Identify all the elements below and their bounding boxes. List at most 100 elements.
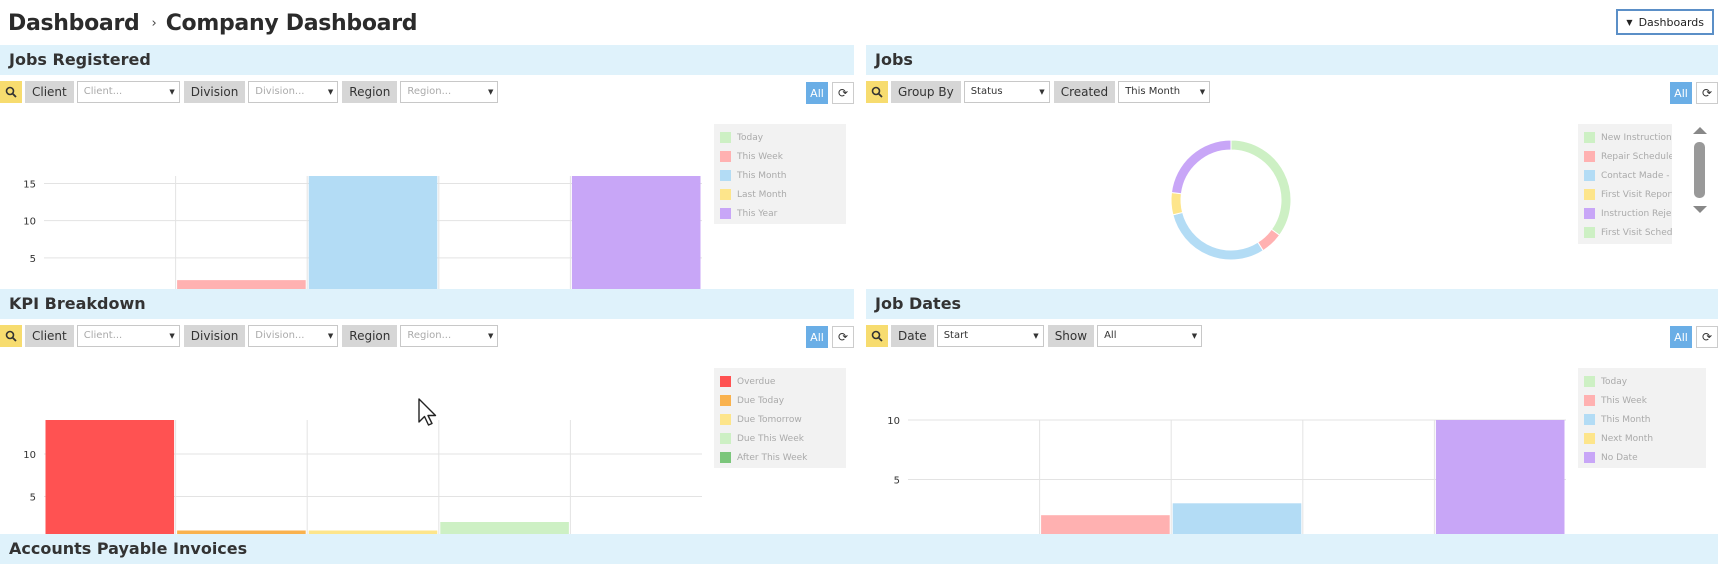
chart-legend: Today This Week This Month Next Month No Dat… — [1578, 368, 1706, 468]
jobs-registered-panel: Jobs Registered Client Client... Divisio… — [0, 45, 854, 316]
scroll-up-icon[interactable] — [1693, 127, 1707, 134]
y-tick-label: 5 — [30, 254, 36, 265]
scroll-down-icon[interactable] — [1693, 206, 1707, 213]
panel-title: Accounts Payable Invoices — [9, 539, 248, 558]
client-select[interactable]: Client... — [76, 81, 180, 103]
legend-item[interactable]: This Week — [1584, 391, 1706, 410]
legend-label: Contact Made - ... — [1601, 170, 1672, 181]
date-label: Date — [891, 325, 934, 347]
division-label: Division — [183, 325, 246, 347]
y-tick-label: 5 — [894, 476, 900, 487]
client-label: Client — [25, 81, 74, 103]
show-select[interactable]: All — [1097, 325, 1203, 347]
client-select[interactable]: Client... — [76, 325, 180, 347]
legend-label: This Week — [737, 151, 783, 162]
created-select[interactable]: This Month — [1118, 81, 1211, 103]
legend-label: Overdue — [737, 376, 776, 387]
panel-title: Job Dates — [875, 294, 962, 313]
legend-label: First Visit Schedu... — [1601, 227, 1672, 238]
legend-label: Repair Scheduled — [1601, 151, 1672, 162]
all-button[interactable]: All — [1670, 82, 1692, 104]
chart-legend: Overdue Due Today Due Tomorrow Due This Wee… — [714, 368, 846, 468]
dashboards-label: Dashboards — [1638, 15, 1704, 29]
legend-item[interactable]: Contact Made - ... — [1584, 166, 1672, 185]
panel-title: Jobs — [875, 50, 913, 69]
legend-label: This Month — [1601, 414, 1651, 425]
legend-item[interactable]: After This Week — [720, 448, 846, 467]
division-select[interactable]: Division... — [248, 81, 339, 103]
division-select[interactable]: Division... — [248, 325, 339, 347]
refresh-icon[interactable]: ⟳ — [832, 326, 854, 348]
legend-item[interactable]: Today — [720, 128, 846, 147]
dashboards-button[interactable]: ▼ Dashboards — [1616, 9, 1714, 35]
search-icon[interactable] — [866, 325, 888, 347]
legend-label: This Month — [737, 170, 787, 181]
legend-swatch — [1584, 151, 1595, 162]
search-icon[interactable] — [866, 81, 888, 103]
y-tick-label: 15 — [23, 179, 36, 190]
mouse-cursor-icon — [418, 398, 437, 426]
chart-legend: Today This Week This Month Last Month This Y… — [714, 124, 846, 224]
breadcrumb-current: Company Dashboard — [165, 10, 418, 36]
legend-swatch — [720, 414, 731, 425]
group-by-select[interactable]: Status — [963, 81, 1050, 103]
refresh-icon[interactable]: ⟳ — [1696, 82, 1718, 104]
legend-swatch — [1584, 376, 1595, 387]
refresh-icon[interactable]: ⟳ — [1696, 326, 1718, 348]
legend-item[interactable]: No Date — [1584, 448, 1706, 467]
legend-item[interactable]: Due Today — [720, 391, 846, 410]
legend-item[interactable]: Instruction Rejec... — [1584, 204, 1672, 223]
legend-item[interactable]: Repair Scheduled — [1584, 147, 1672, 166]
legend-item[interactable]: Overdue — [720, 372, 846, 391]
all-button[interactable]: All — [1670, 326, 1692, 348]
page-title: Dashboard › Company Dashboard — [8, 8, 418, 38]
panel-header: Jobs Registered — [0, 45, 854, 75]
panel-header: Job Dates — [866, 289, 1718, 319]
date-select[interactable]: Start — [936, 325, 1044, 347]
caret-down-icon: ▼ — [1626, 17, 1633, 27]
legend-swatch — [720, 132, 731, 143]
legend-item[interactable]: New Instruction — [1584, 128, 1672, 147]
y-tick-label: 5 — [30, 493, 36, 504]
legend-item[interactable]: This Week — [720, 147, 846, 166]
legend-swatch — [1584, 433, 1595, 444]
legend-item[interactable]: Due This Week — [720, 429, 846, 448]
breadcrumb-root[interactable]: Dashboard — [8, 10, 140, 36]
region-select[interactable]: Region... — [400, 81, 499, 103]
legend-item[interactable]: Due Tomorrow — [720, 410, 846, 429]
legend-item[interactable]: Last Month — [720, 185, 846, 204]
legend-item[interactable]: This Month — [720, 166, 846, 185]
legend-item[interactable]: First Visit Schedu... — [1584, 223, 1672, 242]
legend-label: Last Month — [737, 189, 787, 200]
client-label: Client — [25, 325, 74, 347]
region-select[interactable]: Region... — [400, 325, 499, 347]
legend-label: This Year — [737, 208, 778, 219]
bar-this-week — [1041, 515, 1170, 539]
legend-item[interactable]: This Year — [720, 204, 846, 223]
all-button[interactable]: All — [806, 82, 828, 104]
legend-swatch — [1584, 414, 1595, 425]
bar-overdue — [45, 420, 175, 539]
legend-item[interactable]: Next Month — [1584, 429, 1706, 448]
legend-item[interactable]: First Visit Reporte... — [1584, 185, 1672, 204]
legend-swatch — [720, 208, 731, 219]
filter-bar: Client Client... Division Division... Re… — [0, 324, 502, 348]
search-icon[interactable] — [0, 325, 22, 347]
jobs-donut-chart — [1170, 139, 1292, 261]
kpi-breakdown-panel: KPI Breakdown Client Client... Division … — [0, 289, 854, 560]
bar-this-month — [308, 176, 438, 295]
legend-label: Today — [737, 132, 764, 143]
filter-bar: Date Start Show All — [866, 324, 1206, 348]
all-button[interactable]: All — [806, 326, 828, 348]
scroll-thumb[interactable] — [1694, 142, 1705, 198]
legend-label: This Week — [1601, 395, 1647, 406]
legend-swatch — [720, 376, 731, 387]
legend-scrollbar[interactable] — [1693, 127, 1707, 239]
legend-item[interactable]: This Month — [1584, 410, 1706, 429]
legend-item[interactable]: Today — [1584, 372, 1706, 391]
search-icon[interactable] — [0, 81, 22, 103]
refresh-icon[interactable]: ⟳ — [832, 82, 854, 104]
panel-title: KPI Breakdown — [9, 294, 146, 313]
region-label: Region — [342, 325, 398, 347]
donut-slice-0 — [1230, 139, 1292, 236]
